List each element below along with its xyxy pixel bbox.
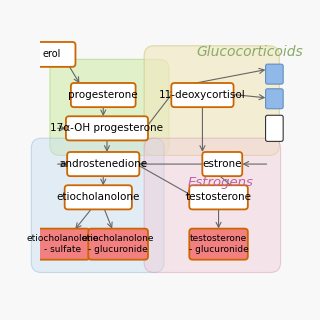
Text: etiocholanolone: etiocholanolone (57, 192, 140, 202)
Text: Estrogens: Estrogens (188, 176, 254, 189)
FancyBboxPatch shape (144, 138, 281, 273)
Text: testosterone: testosterone (186, 192, 252, 202)
Text: etiocholanolone
- glucuronide: etiocholanolone - glucuronide (82, 235, 154, 254)
FancyBboxPatch shape (71, 83, 136, 107)
FancyBboxPatch shape (144, 46, 279, 156)
FancyBboxPatch shape (189, 185, 248, 209)
FancyBboxPatch shape (65, 185, 132, 209)
Text: androstenedione: androstenedione (59, 159, 147, 169)
FancyBboxPatch shape (266, 115, 283, 141)
FancyBboxPatch shape (266, 89, 283, 109)
Text: testosterone
- glucuronide: testosterone - glucuronide (189, 235, 248, 254)
Text: Glucocorticoids: Glucocorticoids (196, 45, 303, 59)
Text: 11-deoxycortisol: 11-deoxycortisol (159, 90, 246, 100)
Text: 17α-OH progesterone: 17α-OH progesterone (51, 123, 164, 133)
FancyBboxPatch shape (67, 152, 139, 176)
Text: progesterone: progesterone (68, 90, 138, 100)
Text: etiocholanolone
- sulfate: etiocholanolone - sulfate (26, 235, 99, 254)
Text: erol: erol (43, 49, 61, 60)
FancyBboxPatch shape (35, 228, 90, 260)
FancyBboxPatch shape (50, 59, 169, 156)
FancyBboxPatch shape (189, 228, 248, 260)
FancyBboxPatch shape (266, 64, 283, 84)
FancyBboxPatch shape (66, 116, 148, 140)
FancyBboxPatch shape (31, 138, 164, 273)
Text: estrone: estrone (203, 159, 242, 169)
FancyBboxPatch shape (202, 152, 242, 176)
FancyBboxPatch shape (27, 42, 76, 67)
FancyBboxPatch shape (88, 228, 148, 260)
FancyBboxPatch shape (171, 83, 234, 107)
